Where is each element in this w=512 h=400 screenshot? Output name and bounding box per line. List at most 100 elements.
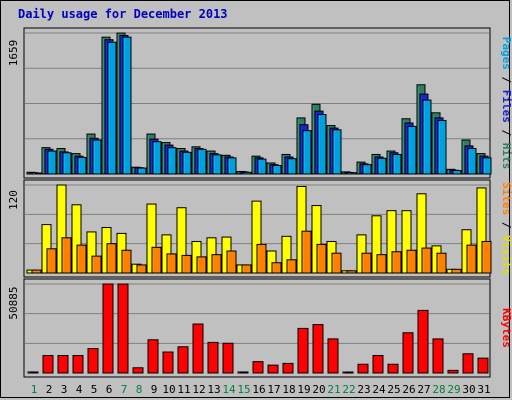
bar-sites-day-26 — [406, 249, 417, 274]
x-label-day-26: 26 — [402, 383, 415, 396]
x-label-day-2: 2 — [46, 383, 53, 396]
x-label-day-29: 29 — [447, 383, 460, 396]
x-label-day-31: 31 — [477, 383, 490, 396]
bar-pages-day-2 — [47, 150, 57, 175]
bar-sites-day-30 — [466, 244, 477, 274]
bar-pages-day-19 — [302, 130, 312, 175]
bar-pages-day-21 — [332, 129, 342, 175]
bar-sites-day-27 — [421, 247, 432, 274]
bar-kbytes-day-2 — [42, 355, 54, 374]
panel-3-border — [23, 278, 491, 378]
bar-kbytes-day-27 — [417, 309, 429, 374]
x-label-day-27: 27 — [417, 383, 430, 396]
x-label-day-24: 24 — [372, 383, 386, 396]
bar-pages-day-24 — [377, 157, 387, 175]
bar-kbytes-day-11 — [177, 346, 189, 374]
panel-1-y-tick: 1659 — [7, 40, 20, 67]
bar-sites-day-25 — [391, 251, 402, 274]
x-label-day-21: 21 — [327, 383, 340, 396]
bar-kbytes-day-1 — [27, 371, 39, 374]
panel-1-border — [23, 27, 491, 179]
bar-pages-day-9 — [152, 141, 162, 175]
chart-title: Daily usage for December 2013 — [18, 7, 228, 21]
bar-kbytes-day-12 — [192, 323, 204, 374]
bar-sites-day-23 — [361, 252, 372, 274]
x-label-day-23: 23 — [357, 383, 370, 396]
bar-sites-day-13 — [211, 254, 222, 274]
bar-sites-day-21 — [331, 252, 342, 274]
x-label-day-8: 8 — [136, 383, 143, 396]
x-label-day-15: 15 — [237, 383, 250, 396]
bar-pages-day-10 — [167, 147, 177, 175]
bar-pages-day-18 — [287, 158, 297, 175]
bar-kbytes-day-23 — [357, 363, 369, 374]
bar-kbytes-day-17 — [267, 364, 279, 374]
bar-kbytes-day-22 — [342, 371, 354, 374]
x-label-day-25: 25 — [387, 383, 400, 396]
bar-pages-day-6 — [107, 41, 117, 175]
bar-sites-day-8 — [136, 264, 147, 274]
x-label-day-4: 4 — [76, 383, 83, 396]
x-label-day-22: 22 — [342, 383, 355, 396]
bar-sites-day-24 — [376, 254, 387, 274]
x-label-day-10: 10 — [162, 383, 175, 396]
x-label-day-17: 17 — [267, 383, 280, 396]
x-label-day-28: 28 — [432, 383, 445, 396]
legend-part-3: Files — [500, 90, 512, 123]
bar-pages-day-25 — [392, 153, 402, 175]
legend-part-4: / — [500, 123, 512, 143]
bar-sites-day-20 — [316, 243, 327, 274]
bar-sites-day-22 — [346, 270, 357, 274]
x-label-day-12: 12 — [192, 383, 205, 396]
bar-sites-day-19 — [301, 230, 312, 274]
bar-kbytes-day-13 — [207, 341, 219, 374]
bar-sites-day-1 — [31, 269, 42, 274]
bar-pages-day-7 — [122, 36, 132, 175]
x-label-day-20: 20 — [312, 383, 325, 396]
bar-sites-day-7 — [121, 249, 132, 274]
bar-kbytes-day-18 — [282, 362, 294, 374]
bar-sites-day-28 — [436, 252, 447, 274]
bar-pages-day-4 — [77, 156, 87, 175]
bar-kbytes-day-21 — [327, 338, 339, 374]
bar-kbytes-day-8 — [132, 367, 144, 374]
bar-kbytes-day-10 — [162, 351, 174, 374]
x-label-day-16: 16 — [252, 383, 265, 396]
bar-pages-day-16 — [257, 158, 267, 175]
x-label-day-7: 7 — [121, 383, 128, 396]
x-label-day-13: 13 — [207, 383, 220, 396]
bar-pages-day-12 — [197, 148, 207, 175]
bar-sites-day-11 — [181, 254, 192, 274]
bar-pages-day-20 — [317, 114, 327, 175]
bar-sites-day-9 — [151, 246, 162, 274]
bar-kbytes-day-5 — [87, 348, 99, 374]
bar-kbytes-day-19 — [297, 327, 309, 374]
bar-pages-day-3 — [62, 152, 72, 175]
bar-sites-day-16 — [256, 243, 267, 274]
bar-kbytes-day-24 — [372, 355, 384, 374]
x-label-day-6: 6 — [106, 383, 113, 396]
bar-kbytes-day-20 — [312, 324, 324, 374]
bar-pages-day-15 — [242, 171, 252, 175]
bar-sites-day-4 — [76, 244, 87, 274]
bar-pages-day-14 — [227, 157, 237, 175]
bar-kbytes-day-16 — [252, 361, 264, 374]
legend-part-1: Pages — [500, 37, 512, 70]
legend-part-2: / — [500, 70, 512, 90]
x-label-day-30: 30 — [462, 383, 475, 396]
bar-kbytes-day-9 — [147, 339, 159, 374]
bar-sites-day-17 — [271, 262, 282, 274]
bar-pages-day-30 — [467, 148, 477, 175]
bar-pages-day-8 — [137, 167, 147, 175]
bar-sites-day-18 — [286, 259, 297, 274]
bar-pages-day-22 — [347, 172, 357, 175]
bar-kbytes-day-6 — [102, 283, 114, 374]
x-label-day-9: 9 — [151, 383, 158, 396]
legend-part-5: Hits — [500, 143, 512, 170]
legend-part-3: Visits — [500, 235, 512, 275]
x-label-day-3: 3 — [61, 383, 68, 396]
bar-pages-day-27 — [422, 99, 432, 175]
bar-pages-day-26 — [407, 125, 417, 175]
